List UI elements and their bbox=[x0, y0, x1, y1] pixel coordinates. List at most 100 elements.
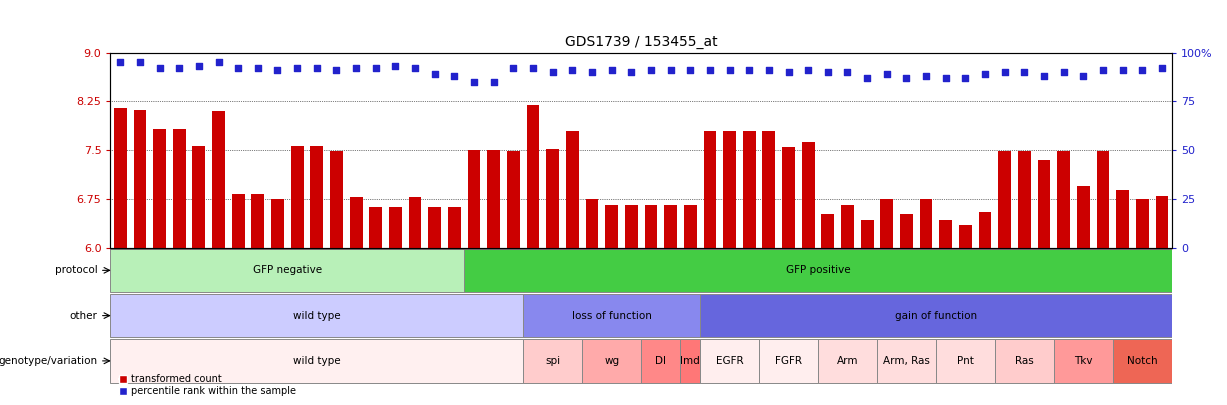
Point bbox=[405, 65, 425, 72]
Point bbox=[661, 67, 681, 73]
Bar bbox=[409, 197, 421, 248]
Point bbox=[425, 71, 444, 77]
Text: EGFR: EGFR bbox=[715, 356, 744, 366]
Bar bbox=[881, 199, 893, 248]
Bar bbox=[193, 146, 205, 248]
Bar bbox=[901, 214, 913, 248]
Bar bbox=[428, 207, 442, 248]
Bar bbox=[861, 220, 874, 248]
Bar bbox=[701, 339, 760, 383]
Point bbox=[838, 69, 858, 75]
Point bbox=[326, 67, 346, 73]
Bar bbox=[369, 207, 382, 248]
Text: Arm: Arm bbox=[837, 356, 858, 366]
Text: loss of function: loss of function bbox=[572, 311, 652, 321]
Bar bbox=[920, 199, 933, 248]
Point bbox=[209, 59, 228, 66]
Point bbox=[444, 73, 464, 79]
Text: wild type: wild type bbox=[293, 311, 341, 321]
Point bbox=[248, 65, 267, 72]
Bar bbox=[1117, 190, 1129, 248]
Point bbox=[1093, 67, 1113, 73]
Point bbox=[1152, 65, 1172, 72]
Bar bbox=[487, 150, 501, 248]
Point bbox=[1015, 69, 1034, 75]
Point bbox=[150, 65, 169, 72]
Bar bbox=[1058, 151, 1070, 248]
Bar bbox=[995, 339, 1054, 383]
Bar bbox=[877, 339, 936, 383]
Bar bbox=[310, 146, 323, 248]
Bar bbox=[640, 339, 681, 383]
Bar bbox=[173, 129, 185, 248]
Bar bbox=[801, 143, 815, 248]
Bar bbox=[464, 249, 1172, 292]
Point bbox=[642, 67, 661, 73]
Bar bbox=[252, 194, 264, 248]
Point bbox=[621, 69, 640, 75]
Bar bbox=[507, 151, 520, 248]
Bar bbox=[585, 199, 599, 248]
Bar bbox=[271, 199, 283, 248]
Point bbox=[464, 79, 483, 85]
Point bbox=[523, 65, 542, 72]
Bar bbox=[742, 131, 756, 248]
Point bbox=[818, 69, 838, 75]
Bar bbox=[701, 294, 1172, 337]
Bar bbox=[134, 110, 146, 248]
Bar bbox=[760, 339, 818, 383]
Bar bbox=[644, 205, 658, 248]
Text: wg: wg bbox=[604, 356, 620, 366]
Bar bbox=[821, 214, 834, 248]
Point bbox=[385, 63, 405, 70]
Text: Tkv: Tkv bbox=[1074, 356, 1092, 366]
Point bbox=[346, 65, 366, 72]
Point bbox=[1133, 67, 1152, 73]
Bar bbox=[1136, 199, 1148, 248]
Point bbox=[858, 75, 877, 81]
Bar bbox=[350, 197, 362, 248]
Bar bbox=[291, 146, 303, 248]
Bar bbox=[782, 147, 795, 248]
Point bbox=[1113, 67, 1133, 73]
Point bbox=[799, 67, 818, 73]
Bar bbox=[1018, 151, 1031, 248]
Point bbox=[740, 67, 760, 73]
Bar bbox=[1054, 339, 1113, 383]
Text: gain of function: gain of function bbox=[894, 311, 977, 321]
Bar bbox=[681, 339, 701, 383]
Point bbox=[956, 75, 975, 81]
Point bbox=[779, 69, 799, 75]
Bar bbox=[110, 294, 523, 337]
Bar bbox=[546, 149, 560, 248]
Point bbox=[897, 75, 917, 81]
Bar bbox=[330, 151, 342, 248]
Bar bbox=[523, 339, 582, 383]
Point bbox=[267, 67, 287, 73]
Bar bbox=[840, 205, 854, 248]
Bar bbox=[703, 131, 717, 248]
Point bbox=[130, 59, 150, 66]
Point bbox=[562, 67, 582, 73]
Point bbox=[110, 59, 130, 66]
Text: wild type: wild type bbox=[293, 356, 341, 366]
Point bbox=[995, 69, 1015, 75]
Bar bbox=[523, 294, 701, 337]
Bar bbox=[582, 339, 640, 383]
Text: Arm, Ras: Arm, Ras bbox=[883, 356, 930, 366]
Point bbox=[542, 69, 562, 75]
Bar bbox=[979, 212, 991, 248]
Bar bbox=[605, 205, 618, 248]
Point bbox=[307, 65, 326, 72]
Bar bbox=[723, 131, 736, 248]
Bar bbox=[566, 131, 579, 248]
Point bbox=[936, 75, 956, 81]
Bar bbox=[1156, 196, 1168, 248]
Bar bbox=[999, 151, 1011, 248]
Point bbox=[582, 69, 601, 75]
Text: genotype/variation: genotype/variation bbox=[0, 356, 98, 366]
Point bbox=[189, 63, 209, 70]
Point bbox=[681, 67, 701, 73]
Text: Ras: Ras bbox=[1015, 356, 1034, 366]
Bar bbox=[448, 207, 461, 248]
